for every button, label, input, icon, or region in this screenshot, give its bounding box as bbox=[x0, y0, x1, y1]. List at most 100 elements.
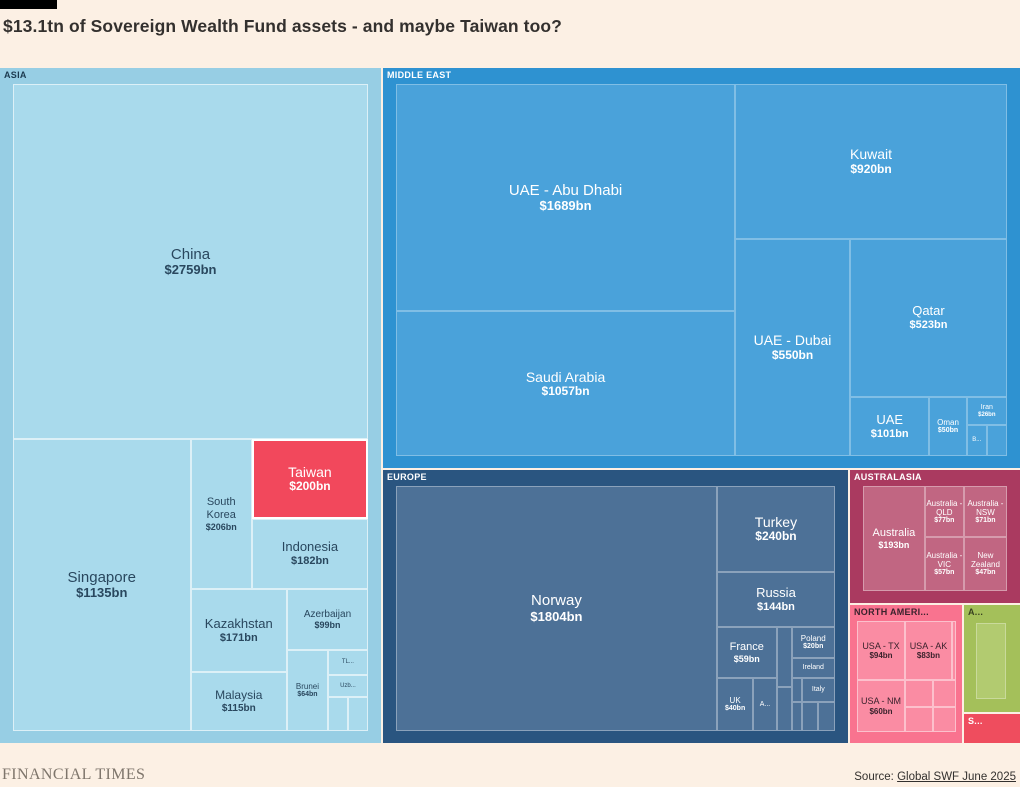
region-middle-east: MIDDLE EAST UAE - Abu Dhabi $1689bn Kuwait $… bbox=[383, 68, 1020, 468]
cell-value: $1135bn bbox=[76, 585, 128, 601]
cell-value: $59bn bbox=[733, 653, 760, 664]
region-s: S... bbox=[964, 714, 1020, 743]
cell-taiwan: Taiwan $200bn bbox=[251, 439, 368, 519]
cell-name: South Korea bbox=[206, 496, 236, 522]
cell-italy: Italy bbox=[801, 678, 835, 702]
cell-value: $20bn bbox=[803, 643, 824, 651]
region-europe: EUROPE Norway $1804bn Turkey $240bn Russia $14… bbox=[383, 470, 848, 743]
cell-name: Singapore bbox=[67, 568, 136, 586]
cell-name: Kazakhstan bbox=[204, 615, 273, 631]
cell-value: $920bn bbox=[850, 161, 892, 176]
cell-oman: Oman $50bn bbox=[929, 397, 967, 456]
cell-value: $240bn bbox=[755, 528, 797, 543]
cell-value: $50bn bbox=[937, 427, 959, 435]
cell-name: Norway bbox=[531, 592, 582, 610]
cell-value: $26bn bbox=[978, 411, 996, 418]
cell-name: Azerbaijan bbox=[303, 608, 352, 620]
cell-value: $193bn bbox=[878, 539, 910, 550]
cell-name: Malaysia bbox=[215, 687, 263, 702]
cell-value: $94bn bbox=[869, 651, 893, 661]
cell-tl: TL... bbox=[327, 650, 368, 675]
source-note: Source: Global SWF June 2025 bbox=[854, 771, 1016, 783]
cell-australia-vic: Australia - VIC $57bn bbox=[924, 537, 964, 591]
cell-name: Oman bbox=[937, 417, 959, 427]
cell-usa-nm: USA - NM $60bn bbox=[857, 680, 905, 732]
cell-name: UAE bbox=[876, 411, 904, 427]
source-prefix: Source: bbox=[854, 771, 894, 783]
ft-top-bar bbox=[0, 0, 57, 9]
cell-name: Taiwan bbox=[288, 464, 332, 481]
cell-value: $47bn bbox=[975, 569, 996, 577]
cell-australia-qld: Australia - QLD $77bn bbox=[924, 486, 964, 538]
cell-value: $144bn bbox=[756, 600, 795, 613]
cell-value: $171bn bbox=[219, 631, 258, 644]
cell-singapore: Singapore $1135bn bbox=[13, 439, 191, 731]
cell-value: $101bn bbox=[870, 427, 909, 440]
region-label-middle-east: MIDDLE EAST bbox=[387, 70, 452, 80]
cell-unnamed bbox=[791, 701, 802, 731]
cell-name: Iran bbox=[980, 403, 993, 411]
cell-name: USA - TX bbox=[862, 640, 900, 651]
cell-unnamed bbox=[776, 627, 792, 687]
cell-saudi-arabia: Saudi Arabia $1057bn bbox=[396, 311, 736, 456]
cell-value: $523bn bbox=[909, 319, 948, 332]
region-asia: ASIA China $2759bn Singapore $1135bn South Ko… bbox=[0, 68, 381, 743]
cell-name: B... bbox=[972, 436, 982, 443]
cell-south-korea: South Korea $206bn bbox=[190, 439, 252, 590]
cell-value: $1057bn bbox=[541, 383, 590, 398]
cell-name: Poland bbox=[800, 633, 826, 643]
cell-australia-nsw: Australia - NSW $71bn bbox=[963, 486, 1007, 538]
cell-value: $182bn bbox=[290, 555, 329, 568]
cell-value: $1804bn bbox=[530, 608, 583, 624]
cell-name: Australia - QLD bbox=[926, 498, 963, 517]
region-cells-europe: Norway $1804bn Turkey $240bn Russia $144bn Fra… bbox=[396, 486, 835, 731]
cell-uae: UAE $101bn bbox=[849, 397, 930, 456]
cell-name: Australia bbox=[872, 527, 916, 539]
cell-unnamed bbox=[986, 424, 1007, 456]
cell-name: USA - AK bbox=[909, 640, 948, 651]
cell-unnamed bbox=[976, 622, 1007, 700]
cell-name: France bbox=[729, 641, 764, 654]
cell-ireland: Ireland bbox=[791, 657, 835, 679]
cell-france: France $59bn bbox=[716, 627, 777, 679]
cell-russia: Russia $144bn bbox=[716, 571, 835, 628]
cell-a: A... bbox=[753, 678, 777, 731]
cell-uae-abu-dhabi: UAE - Abu Dhabi $1689bn bbox=[396, 84, 736, 312]
cell-unnamed bbox=[791, 678, 802, 702]
cell-name: Brunei bbox=[295, 681, 320, 691]
cell-value: $71bn bbox=[975, 516, 996, 524]
cell-unnamed bbox=[905, 680, 933, 707]
region-label-a: A... bbox=[968, 607, 984, 617]
cell-unnamed bbox=[951, 621, 956, 681]
source-link[interactable]: Global SWF June 2025 bbox=[897, 771, 1016, 783]
cell-usa-tx: USA - TX $94bn bbox=[857, 621, 905, 681]
region-cells-asia: China $2759bn Singapore $1135bn South Korea $… bbox=[13, 84, 368, 731]
region-label-europe: EUROPE bbox=[387, 472, 427, 482]
region-a: A... bbox=[964, 605, 1020, 712]
cell-name: Russia bbox=[756, 584, 796, 600]
cell-unnamed bbox=[905, 706, 933, 732]
cell-name: Saudi Arabia bbox=[525, 368, 606, 385]
region-cells-a bbox=[971, 621, 1014, 701]
cell-uzb: Uzb... bbox=[327, 674, 368, 698]
cell-name: Australia - VIC bbox=[926, 551, 963, 570]
cell-name: UAE - Abu Dhabi bbox=[508, 181, 623, 199]
cell-name: Qatar bbox=[912, 303, 945, 319]
cell-value: $550bn bbox=[771, 347, 814, 362]
cell-b: B... bbox=[966, 424, 987, 456]
cell-name: USA - NM bbox=[860, 696, 901, 707]
cell-unnamed bbox=[347, 697, 368, 731]
cell-name: Uzb... bbox=[340, 682, 356, 689]
region-australasia: AUSTRALASIA Australia $193bn Australia - QL… bbox=[850, 470, 1020, 603]
cell-value: $1689bn bbox=[539, 197, 592, 213]
cell-name: Kuwait bbox=[850, 146, 893, 163]
cell-new-zealand: New Zealand $47bn bbox=[963, 537, 1007, 591]
cell-azerbaijan: Azerbaijan $99bn bbox=[287, 589, 368, 651]
cell-name: Indonesia bbox=[281, 539, 339, 555]
cell-name: A... bbox=[759, 700, 771, 708]
cell-brunei: Brunei $64bn bbox=[287, 650, 328, 731]
cell-unnamed bbox=[932, 680, 956, 707]
cell-value: $64bn bbox=[297, 691, 318, 699]
cell-name: Italy bbox=[811, 685, 825, 693]
cell-norway: Norway $1804bn bbox=[396, 486, 717, 731]
